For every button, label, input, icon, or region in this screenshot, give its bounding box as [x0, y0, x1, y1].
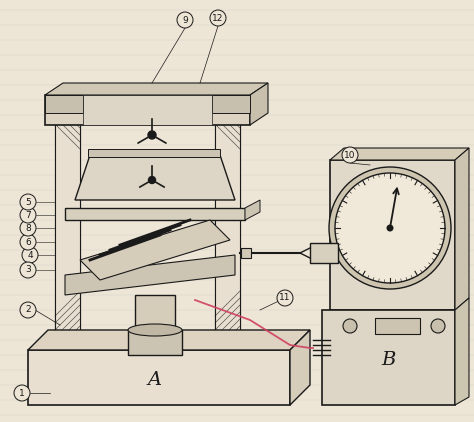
- Polygon shape: [80, 220, 230, 280]
- Bar: [83, 95, 212, 125]
- Bar: [135, 295, 175, 335]
- Circle shape: [431, 319, 445, 333]
- Text: 5: 5: [25, 197, 31, 206]
- Bar: [45, 95, 250, 125]
- Bar: [65, 208, 245, 220]
- Circle shape: [210, 10, 226, 26]
- Text: 12: 12: [212, 14, 224, 22]
- Polygon shape: [250, 83, 268, 125]
- Bar: [330, 160, 455, 310]
- Text: 1: 1: [19, 389, 25, 398]
- Text: A: A: [148, 371, 162, 389]
- Polygon shape: [455, 298, 469, 405]
- Circle shape: [20, 234, 36, 250]
- Circle shape: [277, 290, 293, 306]
- Polygon shape: [330, 148, 469, 160]
- Circle shape: [342, 147, 358, 163]
- Bar: [55, 110, 80, 330]
- Text: 7: 7: [25, 211, 31, 219]
- Text: 8: 8: [25, 224, 31, 233]
- Circle shape: [20, 194, 36, 210]
- Circle shape: [148, 176, 155, 184]
- Polygon shape: [322, 310, 455, 405]
- Text: 11: 11: [279, 293, 291, 303]
- Circle shape: [20, 302, 36, 318]
- Bar: [212, 95, 250, 113]
- Polygon shape: [75, 155, 235, 200]
- Text: 6: 6: [25, 238, 31, 246]
- Polygon shape: [65, 255, 235, 295]
- Text: 2: 2: [25, 306, 31, 314]
- Polygon shape: [28, 330, 310, 350]
- Bar: [55, 110, 80, 330]
- Text: B: B: [381, 351, 395, 369]
- Text: 9: 9: [182, 16, 188, 24]
- Polygon shape: [45, 83, 268, 95]
- Polygon shape: [28, 350, 290, 405]
- Bar: [45, 95, 83, 113]
- Circle shape: [14, 385, 30, 401]
- Bar: [88, 149, 220, 157]
- Bar: [241, 248, 251, 258]
- Bar: [375, 318, 420, 334]
- Bar: [215, 110, 240, 330]
- Circle shape: [20, 220, 36, 236]
- Bar: [128, 330, 182, 355]
- Bar: [215, 110, 240, 330]
- Circle shape: [20, 207, 36, 223]
- Bar: [310, 243, 338, 263]
- Polygon shape: [455, 148, 469, 310]
- Ellipse shape: [128, 324, 182, 336]
- Circle shape: [22, 247, 38, 263]
- Text: 3: 3: [25, 265, 31, 274]
- Circle shape: [335, 173, 445, 283]
- Polygon shape: [245, 200, 260, 220]
- Circle shape: [177, 12, 193, 28]
- Circle shape: [329, 167, 451, 289]
- Circle shape: [343, 319, 357, 333]
- Circle shape: [20, 262, 36, 278]
- Text: 10: 10: [344, 151, 356, 160]
- Circle shape: [148, 131, 156, 139]
- Polygon shape: [290, 330, 310, 405]
- Text: 4: 4: [27, 251, 33, 260]
- Circle shape: [386, 225, 393, 232]
